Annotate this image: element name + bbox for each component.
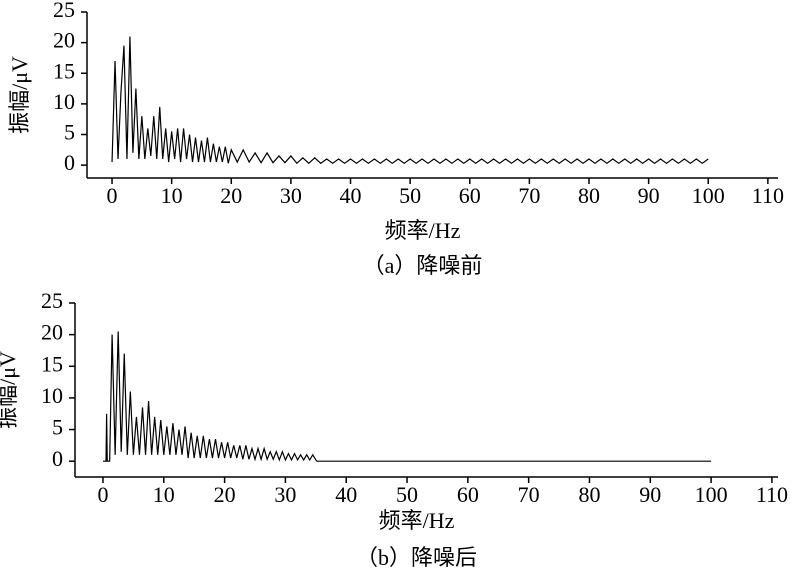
x-tick-label: 50 xyxy=(399,183,421,208)
caption: （a）降噪前 xyxy=(363,253,483,278)
x-tick-label: 30 xyxy=(274,482,296,507)
x-axis-label: 频率/Hz xyxy=(385,218,461,243)
x-tick-label: 60 xyxy=(459,183,481,208)
y-tick-label: 20 xyxy=(41,320,63,345)
y-axis-label: 振幅/μV xyxy=(7,56,32,134)
x-tick-label: 80 xyxy=(578,183,600,208)
x-tick-label: 100 xyxy=(695,482,728,507)
x-tick-label: 10 xyxy=(153,482,175,507)
x-axis-label: 频率/Hz xyxy=(379,508,455,533)
y-tick-label: 25 xyxy=(41,288,63,313)
y-tick-label: 25 xyxy=(53,0,75,22)
x-tick-label: 60 xyxy=(457,482,479,507)
x-tick-label: 50 xyxy=(396,482,418,507)
x-tick-label: 70 xyxy=(518,482,540,507)
y-axis-label: 振幅/μV xyxy=(0,351,20,429)
x-tick-label: 90 xyxy=(639,482,661,507)
y-tick-label: 5 xyxy=(64,120,75,145)
y-tick-label: 15 xyxy=(53,58,75,83)
x-tick-label: 80 xyxy=(578,482,600,507)
spectrum-line xyxy=(102,331,712,462)
y-tick-label: 5 xyxy=(52,415,63,440)
x-tick-label: 40 xyxy=(335,482,357,507)
x-tick-label: 90 xyxy=(638,183,660,208)
x-tick-label: 100 xyxy=(692,183,725,208)
x-tick-label: 110 xyxy=(752,183,784,208)
x-tick-label: 20 xyxy=(214,482,236,507)
x-tick-label: 30 xyxy=(280,183,302,208)
x-tick-label: 10 xyxy=(161,183,183,208)
y-tick-label: 0 xyxy=(52,446,63,471)
y-tick-label: 20 xyxy=(53,28,75,53)
x-tick-label: 110 xyxy=(756,482,788,507)
x-tick-label: 40 xyxy=(340,183,362,208)
y-tick-label: 10 xyxy=(41,383,63,408)
y-tick-label: 0 xyxy=(64,150,75,175)
x-tick-label: 70 xyxy=(518,183,540,208)
x-tick-label: 20 xyxy=(220,183,242,208)
x-tick-label: 0 xyxy=(107,183,118,208)
spectrum-line xyxy=(111,36,709,165)
y-tick-label: 15 xyxy=(41,351,63,376)
y-tick-label: 10 xyxy=(53,89,75,114)
x-tick-label: 0 xyxy=(97,482,108,507)
caption: （b）降噪后 xyxy=(356,545,477,570)
